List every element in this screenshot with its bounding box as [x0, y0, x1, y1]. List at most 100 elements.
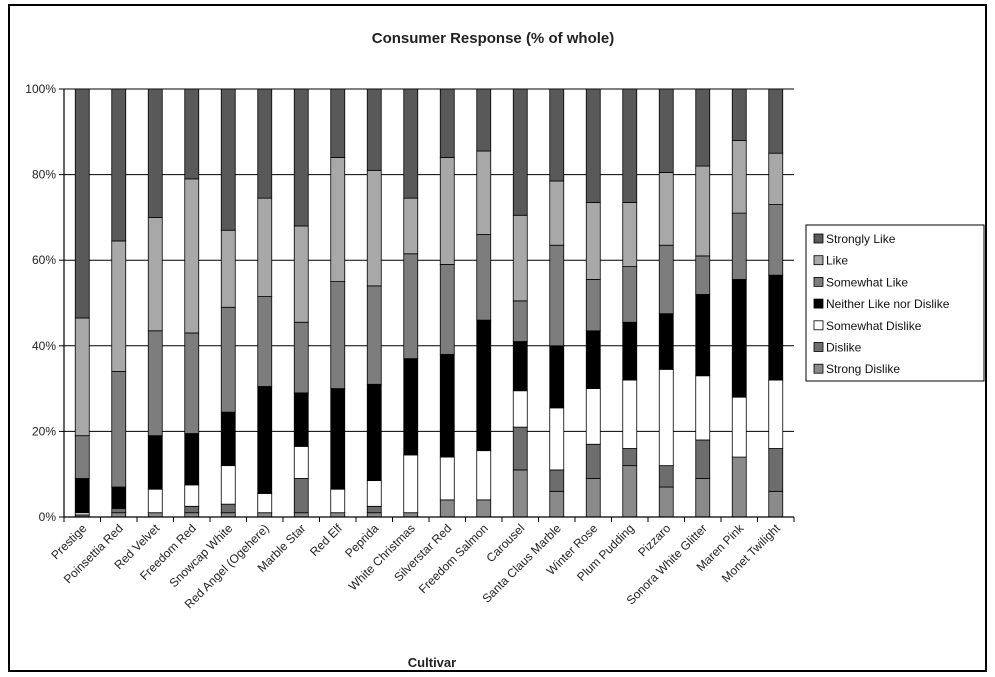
bar-segment: [330, 512, 346, 518]
legend: Strongly Like Like Somewhat Like Neither Li…: [805, 224, 985, 382]
bar-segment: [366, 512, 382, 518]
x-tick-label: Red Elf: [307, 521, 345, 559]
bar-segment: [366, 505, 382, 514]
bar-segment: [366, 88, 382, 171]
bar-segment: [147, 330, 163, 437]
legend-label: Strongly Like: [826, 232, 896, 246]
bar-segment: [768, 490, 784, 518]
bar-segment: [585, 443, 601, 479]
bar-segment: [257, 296, 273, 387]
bar-segment: [731, 212, 747, 280]
bar-segment: [220, 411, 236, 467]
bar-segment: [330, 281, 346, 390]
bar-segment: [439, 88, 455, 158]
legend-swatch: [813, 298, 824, 309]
legend-label: Dislike: [826, 341, 862, 355]
bar-segment: [257, 512, 273, 518]
y-tick-label: 40%: [32, 339, 56, 353]
legend-label: Strong Dislike: [826, 362, 900, 376]
bar-segment: [549, 180, 565, 246]
bar-segment: [293, 445, 309, 479]
bar-segment: [512, 390, 528, 428]
bar-segment: [366, 480, 382, 507]
axes: [63, 89, 794, 518]
bar-segment: [731, 279, 747, 398]
bar-segment: [111, 371, 127, 488]
bar-segment: [512, 341, 528, 392]
bar-segment: [658, 313, 674, 370]
bar-segment: [476, 499, 492, 518]
bar-segment: [147, 435, 163, 490]
bar-segment: [293, 321, 309, 394]
bar-segment: [731, 88, 747, 141]
bar-segment: [695, 255, 711, 295]
bar-segment: [184, 88, 200, 180]
bar-segment: [111, 512, 127, 518]
bar-segment: [622, 321, 638, 381]
bar-segment: [476, 450, 492, 501]
bar-segment: [658, 244, 674, 315]
bar-segment: [184, 433, 200, 486]
legend-label: Somewhat Dislike: [826, 319, 922, 333]
bar-segment: [549, 407, 565, 471]
bar-segment: [585, 478, 601, 518]
bar-segment: [257, 386, 273, 494]
bar-segment: [147, 488, 163, 514]
bar-segment: [476, 234, 492, 321]
bar-segment: [366, 383, 382, 482]
legend-label: Neither Like nor Dislike: [826, 297, 950, 311]
bar-segment: [330, 157, 346, 282]
bar-segment: [330, 388, 346, 490]
bar-segment: [549, 88, 565, 182]
bar-segment: [585, 388, 601, 445]
bar-segment: [622, 448, 638, 467]
bar-segment: [476, 88, 492, 152]
bar-segment: [731, 139, 747, 214]
bar-segment: [585, 279, 601, 332]
legend-swatch: [813, 276, 824, 287]
legend-swatch: [813, 233, 824, 244]
bar-segment: [111, 88, 127, 242]
bar-segment: [403, 197, 419, 255]
gridlines: [59, 88, 795, 522]
bar-segment: [512, 88, 528, 216]
bar-segment: [622, 88, 638, 203]
bar-segment: [585, 202, 601, 280]
bar-segment: [695, 165, 711, 257]
legend-label: Like: [826, 254, 848, 268]
bar-segment: [731, 456, 747, 518]
bar-segment: [439, 264, 455, 355]
bar-segment: [403, 253, 419, 360]
bar-segment: [330, 88, 346, 158]
chart-title: Consumer Response (% of whole): [372, 30, 615, 47]
bar-segment: [439, 157, 455, 265]
bar-segment: [695, 88, 711, 167]
bar-segment: [184, 512, 200, 518]
bar-segment: [403, 512, 419, 518]
bar-segment: [512, 469, 528, 518]
bar-segment: [695, 439, 711, 479]
legend-label: Somewhat Like: [826, 275, 908, 289]
bar-segment: [695, 478, 711, 518]
bar-segment: [74, 317, 90, 437]
bar-segment: [695, 375, 711, 441]
bar-segment: [658, 88, 674, 173]
bar-segment: [768, 448, 784, 492]
bar-segment: [658, 172, 674, 246]
bar-segment: [695, 294, 711, 377]
bars: [74, 88, 784, 518]
bar-segment: [658, 486, 674, 518]
bar-segment: [768, 88, 784, 154]
bar-segment: [111, 486, 127, 509]
bar-segment: [476, 319, 492, 452]
bar-segment: [403, 454, 419, 514]
bar-segment: [366, 169, 382, 287]
bar-segment: [111, 508, 127, 514]
bar-segment: [658, 368, 674, 467]
bar-segment: [622, 266, 638, 323]
bar-segment: [293, 392, 309, 447]
bar-segment: [622, 379, 638, 449]
bar-segment: [220, 229, 236, 308]
bar-segment: [549, 244, 565, 347]
bar-segment: [549, 469, 565, 492]
